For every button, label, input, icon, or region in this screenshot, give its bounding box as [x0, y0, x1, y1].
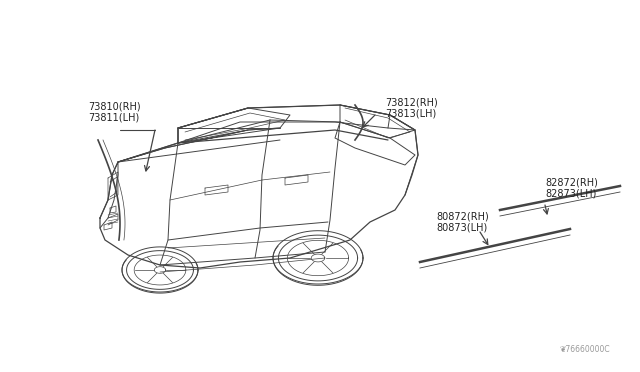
Text: 73812(RH)
73813(LH): 73812(RH) 73813(LH): [385, 97, 438, 119]
Text: 80872(RH)
80873(LH): 80872(RH) 80873(LH): [436, 211, 489, 233]
Text: ❦76660000C: ❦76660000C: [559, 345, 610, 354]
Text: 82872(RH)
82873(LH): 82872(RH) 82873(LH): [545, 177, 598, 199]
Text: 73810(RH)
73811(LH): 73810(RH) 73811(LH): [88, 101, 141, 123]
